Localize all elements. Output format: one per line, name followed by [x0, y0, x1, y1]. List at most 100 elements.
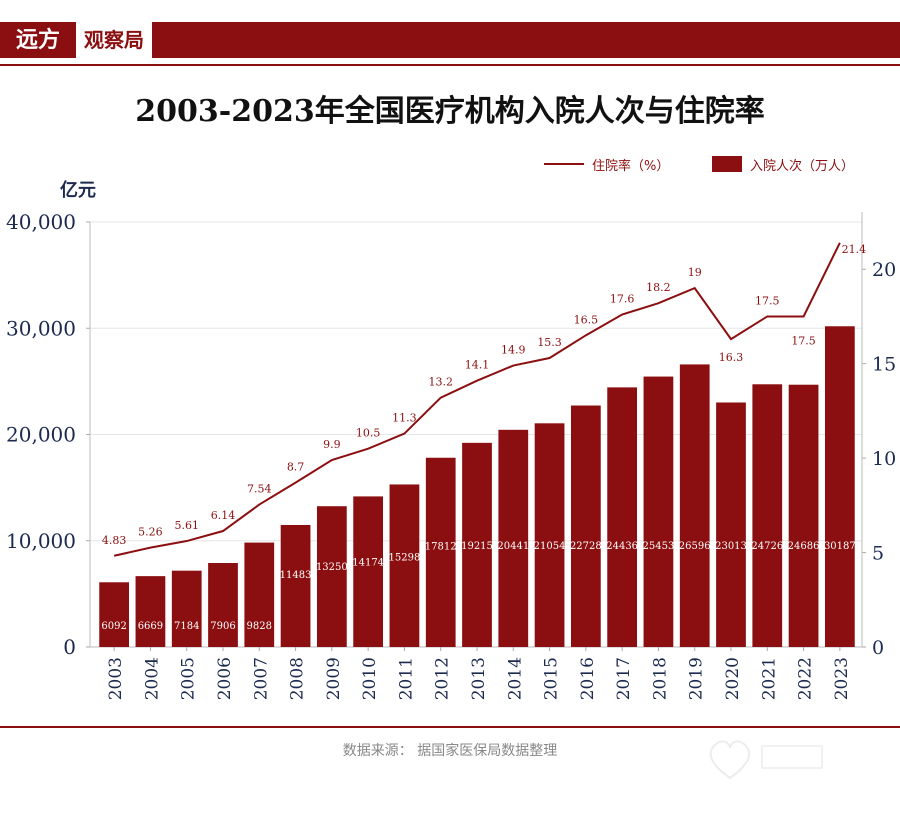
watermark-logo-icon: [709, 740, 823, 780]
bar-value-label: 9828: [247, 621, 272, 632]
bar-value-label: 26596: [679, 541, 711, 552]
header-bar: 远方 观察局: [0, 22, 900, 58]
bar-value-label: 7184: [174, 621, 199, 632]
x-tick-label: 2015: [542, 657, 562, 700]
y-left-tick-label: 30,000: [6, 316, 76, 340]
bar-value-label: 21054: [534, 541, 566, 552]
bar: [316, 506, 347, 647]
bar: [498, 429, 529, 647]
line-value-label: 13.2: [428, 376, 453, 389]
line-value-label: 15.3: [537, 336, 562, 349]
line-value-label: 14.1: [465, 359, 490, 372]
line-value-label: 5.61: [174, 519, 199, 532]
line-value-label: 17.5: [791, 334, 816, 347]
bar-value-label: 30187: [824, 541, 856, 552]
bar-value-label: 23013: [715, 541, 747, 552]
x-tick-label: 2022: [796, 657, 816, 700]
bar: [99, 582, 130, 647]
x-tick-label: 2021: [759, 657, 779, 700]
legend-bar-label: 入院人次（万人）: [750, 159, 855, 174]
bar-value-label: 24726: [751, 541, 783, 552]
y-right-tick-label: 10: [872, 448, 896, 470]
line-value-label: 6.14: [211, 509, 236, 522]
x-tick-label: 2006: [215, 657, 235, 700]
bar: [716, 402, 746, 647]
bar: [425, 457, 456, 647]
bar: [280, 524, 311, 647]
bar-value-label: 24436: [606, 541, 638, 552]
line-value-label: 11.3: [392, 412, 417, 425]
bar: [788, 384, 819, 647]
bar: [135, 576, 166, 647]
y-right-tick-label: 20: [872, 259, 896, 281]
line-value-label: 16.3: [719, 351, 744, 364]
line-value-label: 18.2: [646, 281, 671, 294]
x-tick-label: 2011: [396, 657, 416, 700]
bar-value-label: 25453: [643, 541, 675, 552]
chart-title: 2003-2023年全国医疗机构入院人次与住院率: [135, 94, 765, 129]
bar-value-label: 15298: [389, 553, 421, 564]
bar-value-label: 24686: [788, 541, 820, 552]
bar: [824, 326, 855, 647]
bar: [570, 405, 601, 647]
x-tick-label: 2016: [578, 657, 598, 700]
line-value-label: 14.9: [501, 344, 526, 357]
bar: [171, 570, 202, 647]
line-value-label: 17.6: [610, 293, 635, 306]
bar: [208, 562, 238, 647]
line-value-label: 9.9: [323, 438, 341, 451]
x-tick-label: 2013: [469, 657, 489, 700]
x-tick-label: 2007: [251, 657, 271, 700]
y-left-tick-label: 10,000: [6, 529, 76, 553]
y-left-tick-label: 0: [63, 635, 76, 659]
x-tick-label: 2004: [142, 657, 162, 700]
line-value-label: 10.5: [356, 427, 381, 440]
x-tick-label: 2005: [179, 657, 199, 700]
x-tick-label: 2014: [505, 657, 525, 700]
bar: [607, 387, 638, 647]
line-value-label: 5.26: [138, 526, 163, 539]
bar-value-label: 6669: [138, 621, 163, 632]
line-value-label: 21.4: [842, 243, 867, 256]
x-tick-label: 2010: [360, 657, 380, 700]
rate-line: [113, 242, 841, 557]
x-tick-label: 2020: [723, 657, 743, 700]
x-tick-label: 2012: [433, 657, 453, 700]
line-value-label: 16.5: [574, 313, 599, 326]
x-tick-label: 2003: [106, 657, 126, 700]
legend-bar-swatch: [712, 156, 742, 172]
x-tick-label: 2017: [614, 657, 634, 700]
bar-value-label: 22728: [570, 541, 602, 552]
bar-value-label: 19215: [461, 541, 493, 552]
bar: [353, 496, 384, 647]
line-value-label: 17.5: [755, 294, 780, 307]
brand-name-primary: 远方: [0, 22, 76, 58]
bar: [679, 364, 710, 647]
bar: [244, 542, 275, 647]
bar-value-label: 14174: [352, 558, 384, 569]
bar-value-label: 11483: [280, 570, 312, 581]
y-left-tick-label: 20,000: [6, 423, 76, 447]
x-tick-label: 2008: [288, 657, 308, 700]
left-axis-unit: 亿元: [60, 180, 96, 201]
bar: [752, 384, 783, 647]
bar: [643, 376, 674, 647]
x-tick-label: 2023: [832, 657, 852, 700]
legend-line-swatch: [544, 163, 584, 165]
bar-value-label: 20441: [497, 541, 529, 552]
bar-value-label: 6092: [101, 621, 126, 632]
source-note: 数据来源： 据国家医保局数据整理: [342, 743, 558, 759]
legend-line-label: 住院率（%）: [592, 159, 670, 174]
line-value-label: 7.54: [247, 483, 272, 496]
bar-value-label: 17812: [425, 542, 457, 553]
y-left-tick-label: 40,000: [6, 210, 76, 234]
bar: [534, 423, 565, 647]
x-tick-label: 2019: [687, 657, 707, 700]
x-tick-label: 2018: [650, 657, 670, 700]
y-right-tick-label: 5: [872, 543, 884, 565]
header-strip: [152, 22, 900, 58]
bar-value-label: 13250: [316, 562, 348, 573]
bar: [389, 484, 420, 647]
bar: [462, 442, 492, 647]
